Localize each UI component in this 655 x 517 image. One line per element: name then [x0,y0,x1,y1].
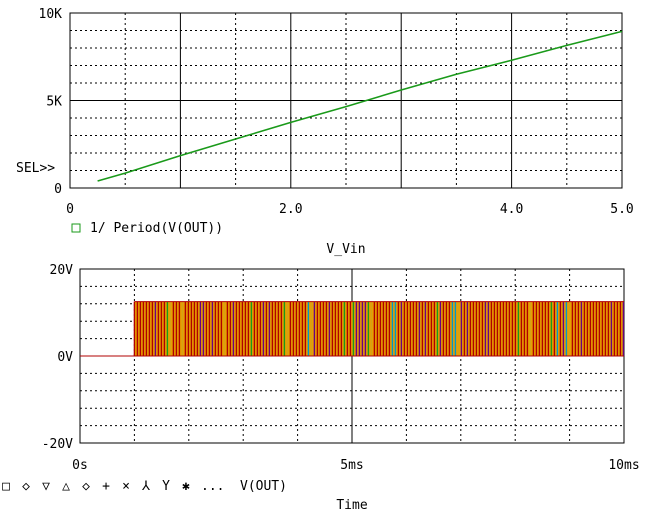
bottom-legend: ... V(OUT) □ ◇ ▽ △ ◇ + × ⅄ Y ✱ [2,479,287,494]
legend-marker-icon: ◇ [22,479,30,494]
legend-marker-icon: □ [2,479,10,494]
legend-marker-icon: ✱ [182,479,190,494]
top-x-axis-label: V_Vin [326,242,365,257]
x-tick-label: 0 [66,202,74,217]
y-tick-label: 20V [50,263,74,278]
legend-marker-square-icon [71,223,81,233]
x-tick-label: 4.0 [500,202,523,217]
y-tick-label: 10K [39,7,63,22]
selector-label: SEL>> [16,161,55,176]
x-tick-label: 5.0 [610,202,633,217]
legend-marker-icon: △ [62,479,70,494]
signal-fill [134,301,624,356]
bottom-plot: 0s 5ms 10ms -20V 0V 20V ... V(OUT) □ ◇ ▽ △ ◇ + × ⅄ Y ✱… [2,263,640,513]
legend-marker-icon: + [102,479,110,494]
y-tick-label: 0 [54,182,62,197]
x-tick-label: 2.0 [279,202,302,217]
legend-entry-vout: V(OUT) [240,479,287,494]
top-legend: 1/ Period(V(OUT)) [71,221,223,236]
legend-entry-period: 1/ Period(V(OUT)) [90,221,223,236]
y-tick-label: 5K [46,95,62,110]
legend-marker-icon: ⅄ [141,479,150,494]
top-plot: 0 2.0 4.0 5.0 0 5K 10K SEL>> 1/ Period(V(OUT))… [16,7,634,257]
series-signal-vout [80,301,625,357]
legend-marker-icon: × [122,479,130,494]
y-tick-label: 0V [57,350,73,365]
legend-marker-icon: ◇ [82,479,90,494]
legend-ellipsis: ... [201,479,224,494]
y-tick-label: -20V [42,437,73,452]
x-tick-label: 5ms [340,458,363,473]
legend-marker-icon: Y [162,479,170,494]
bottom-x-axis-label: Time [336,498,367,513]
legend-marker-icon: ▽ [42,479,50,494]
top-plot-grid [70,13,622,188]
x-tick-label: 0s [72,458,88,473]
bottom-plot-ticks: 0s 5ms 10ms -20V 0V 20V [42,263,640,473]
x-tick-label: 10ms [608,458,639,473]
top-plot-ticks: 0 2.0 4.0 5.0 0 5K 10K [39,7,634,217]
series-line-period [97,30,623,182]
